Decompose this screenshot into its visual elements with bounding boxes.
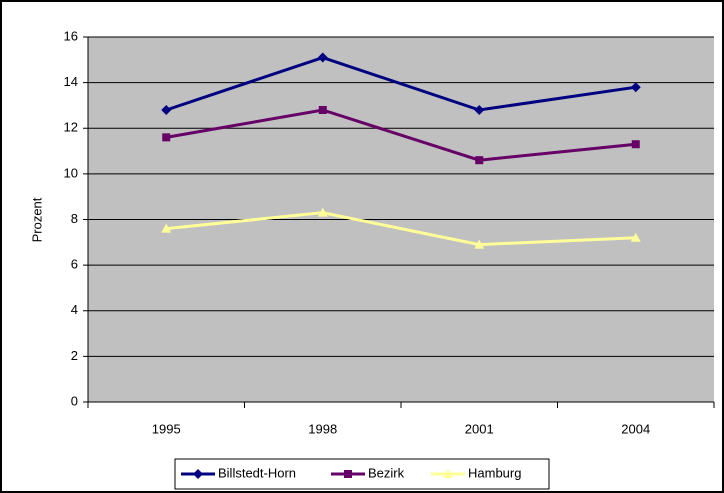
series-line bbox=[166, 211, 636, 247]
y-axis-label: Prozent bbox=[29, 197, 44, 242]
marker bbox=[630, 232, 641, 242]
marker bbox=[631, 140, 640, 149]
marker bbox=[161, 223, 172, 233]
legend-label: Bezirk bbox=[368, 465, 405, 480]
marker bbox=[318, 106, 327, 114]
x-tick-label: 1998 bbox=[308, 421, 337, 436]
y-tick-label: 0 bbox=[71, 393, 78, 408]
y-tick-label: 8 bbox=[71, 211, 78, 226]
x-tick-label: 2001 bbox=[465, 421, 494, 436]
series-line bbox=[165, 108, 636, 162]
marker bbox=[474, 239, 485, 249]
marker bbox=[630, 82, 641, 93]
y-tick-label: 12 bbox=[64, 120, 78, 135]
x-tick-label: 2004 bbox=[621, 421, 650, 436]
marker bbox=[344, 470, 352, 478]
marker bbox=[474, 105, 485, 115]
series-line bbox=[165, 55, 636, 112]
y-tick-label: 10 bbox=[64, 165, 78, 180]
x-tick-label: 1995 bbox=[152, 421, 181, 436]
y-tick-label: 4 bbox=[71, 302, 78, 317]
y-tick-label: 14 bbox=[64, 74, 78, 89]
y-tick-label: 6 bbox=[71, 257, 78, 272]
legend-label: Hamburg bbox=[468, 465, 521, 480]
marker bbox=[475, 156, 484, 165]
y-tick-label: 2 bbox=[71, 348, 78, 363]
legend-label: Billstedt-Horn bbox=[218, 465, 296, 480]
y-tick-label: 16 bbox=[64, 28, 78, 43]
marker bbox=[317, 207, 328, 217]
marker bbox=[193, 469, 203, 479]
marker bbox=[161, 105, 172, 115]
marker bbox=[443, 469, 453, 478]
marker bbox=[317, 52, 328, 63]
marker bbox=[162, 133, 171, 142]
